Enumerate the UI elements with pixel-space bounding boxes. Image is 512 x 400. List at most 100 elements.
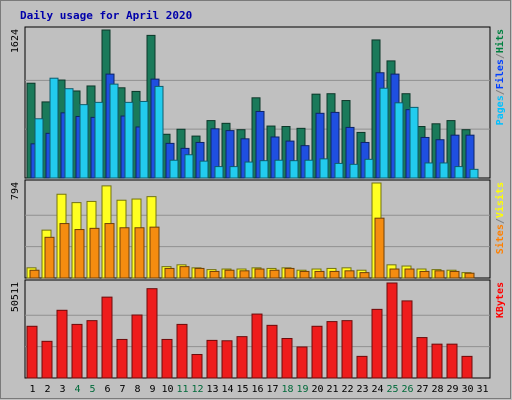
x-label-day-26: 26 [401,384,413,395]
kbytes-bar-day-26 [401,300,413,379]
pages-bar-day-21 [334,162,344,179]
sites-bar-day-11 [179,266,190,279]
pages-bar-day-13 [214,166,224,179]
pages-bar-day-1 [34,118,44,179]
kbytes-bar-day-15 [236,336,248,379]
sites-bar-day-30 [464,272,475,279]
legend-entry-pages: Pages [495,95,506,125]
pages-bar-day-6 [109,83,119,179]
x-axis-day-labels: 1 2 3 4 5 6 7 8 9 10 11 12 13 14 15 16 17 18 19 20 21 22 23 24 2… [29,384,488,395]
pages-bar-day-11 [184,154,194,179]
kbytes-bar-day-8 [131,314,143,379]
sites-bar-day-27 [419,270,430,279]
x-label-day-25: 25 [386,384,398,395]
x-label-day-21: 21 [326,384,338,395]
kbytes-bar-day-27 [416,337,428,379]
pages-bar-day-17 [274,159,284,179]
kbytes-bar-day-25 [386,282,398,379]
panel-2: 794 Sites/Visits [10,179,506,279]
panel-2-legend: Sites/Visits [494,182,506,254]
sites-bar-day-29 [449,270,460,279]
sites-bar-day-25 [389,268,400,279]
sites-bar-day-4 [74,229,85,279]
kbytes-bar-day-16 [251,313,263,379]
kbytes-bar-day-12 [191,353,203,379]
pages-bar-day-27 [424,162,434,179]
pages-bar-day-3 [64,88,74,179]
pages-bar-day-14 [229,166,239,179]
pages-bar-day-18 [289,160,299,179]
sites-bar-day-26 [404,268,415,279]
pages-bar-day-26 [409,106,419,179]
sites-bar-day-12 [194,267,205,279]
pages-bar-day-4 [79,104,89,179]
panel-2-y-max-label: 794 [10,182,21,200]
sites-bar-day-3 [59,223,70,279]
chart-title: Daily usage for April 2020 [20,9,192,22]
x-label-day-11: 11 [176,384,188,395]
panel-1-legend: Pages/Files/Hits [494,29,506,125]
pages-bar-day-23 [364,158,374,179]
legend-entry-files: Files [494,59,506,89]
x-label-day-10: 10 [161,384,173,395]
kbytes-bar-day-9 [146,288,158,379]
sites-bar-day-8 [134,227,145,279]
x-label-day-5: 5 [89,384,95,395]
kbytes-bar-day-4 [71,323,83,379]
kbytes-bar-day-28 [431,343,443,379]
x-label-day-3: 3 [59,384,65,395]
sites-bar-day-1 [29,269,40,279]
chart-panels: 1624Pages/Files/Hits794Sites/Visits50511… [10,26,506,379]
kbytes-bar-day-1 [26,325,38,379]
sites-bar-day-23 [359,272,370,279]
sites-bar-day-9 [149,226,160,279]
x-label-day-30: 30 [461,384,473,395]
pages-bar-day-7 [124,101,134,179]
x-label-day-1: 1 [29,384,35,395]
x-label-day-4: 4 [74,384,80,395]
kbytes-bar-day-10 [161,338,173,379]
sites-bar-day-18 [284,267,295,279]
pages-bar-day-24 [379,87,389,179]
x-label-day-13: 13 [206,384,218,395]
pages-bar-day-30 [469,168,479,179]
kbytes-bar-day-11 [176,323,188,379]
x-label-day-8: 8 [134,384,140,395]
sites-bar-day-5 [89,227,100,279]
pages-bar-day-20 [319,158,329,179]
x-label-day-31: 31 [476,384,488,395]
kbytes-bar-day-23 [356,355,368,379]
x-label-day-20: 20 [311,384,323,395]
sites-bar-day-19 [299,270,310,279]
legend-entry-sites: Sites [494,224,506,254]
kbytes-bar-day-24 [371,308,383,379]
x-label-day-27: 27 [416,384,428,395]
sites-bar-day-24 [374,217,385,279]
pages-bar-day-5 [94,101,104,179]
kbytes-bar-day-14 [221,340,233,379]
pages-bar-day-9 [154,85,164,179]
legend-entry-separator: / [495,89,506,95]
x-label-day-16: 16 [251,384,263,395]
pages-bar-day-15 [244,161,254,179]
x-label-day-12: 12 [191,384,203,395]
x-label-day-29: 29 [446,384,458,395]
pages-bar-day-12 [199,160,209,179]
panel-3-legend: KBytes [495,282,506,318]
series-sites [29,217,475,279]
pages-bar-day-16 [259,160,269,179]
x-label-day-18: 18 [281,384,293,395]
sites-bar-day-21 [329,270,340,279]
sites-bar-day-13 [209,270,220,279]
x-label-day-19: 19 [296,384,308,395]
kbytes-bar-day-2 [41,340,53,379]
kbytes-bar-day-3 [56,309,68,379]
legend-entry-separator: / [495,218,506,224]
legend-entry-kbytes: KBytes [495,282,506,318]
pages-bar-day-25 [394,102,404,179]
x-label-day-7: 7 [119,384,125,395]
sites-bar-day-20 [314,270,325,279]
pages-bar-day-8 [139,100,149,179]
